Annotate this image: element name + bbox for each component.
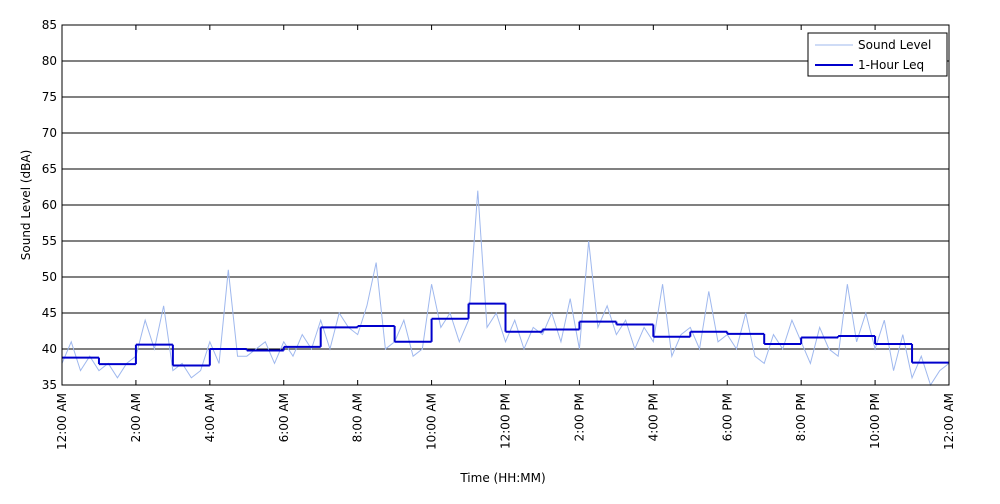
y-tick-label: 80 [42,54,57,68]
x-tick-label: 8:00 AM [351,393,365,442]
x-tick-label: 12:00 AM [55,393,69,450]
legend-label: 1-Hour Leq [858,58,924,72]
x-tick-label: 12:00 AM [942,393,956,450]
y-tick-label: 85 [42,18,57,32]
y-tick-label: 50 [42,270,57,284]
plot-frame [61,24,950,386]
x-tick-label: 6:00 PM [720,393,734,441]
y-tick-label: 45 [42,306,57,320]
x-tick-label: 2:00 PM [572,393,586,441]
y-tick-label: 40 [42,342,57,356]
x-tick-label: 8:00 PM [794,393,808,441]
x-tick-label: 6:00 AM [277,393,291,442]
legend-box [807,32,948,77]
y-tick-label: 35 [42,378,57,392]
legend: Sound Level 1-Hour Leq [807,32,948,77]
y-tick-label: 70 [42,126,57,140]
legend-label: Sound Level [858,38,931,52]
x-tick-label: 12:00 PM [499,393,513,449]
y-tick-label: 65 [42,162,57,176]
x-axis-label: Time (HH:MM) [459,471,545,485]
y-tick-label: 75 [42,90,57,104]
x-tick-label: 10:00 PM [868,393,882,449]
x-tick-label: 2:00 AM [129,393,143,442]
y-axis-label: Sound Level (dBA) [19,150,33,261]
x-tick-label: 10:00 AM [425,393,439,450]
x-tick-label: 4:00 AM [203,393,217,442]
y-tick-label: 55 [42,234,57,248]
x-tick-label: 4:00 PM [646,393,660,441]
y-tick-label: 60 [42,198,57,212]
